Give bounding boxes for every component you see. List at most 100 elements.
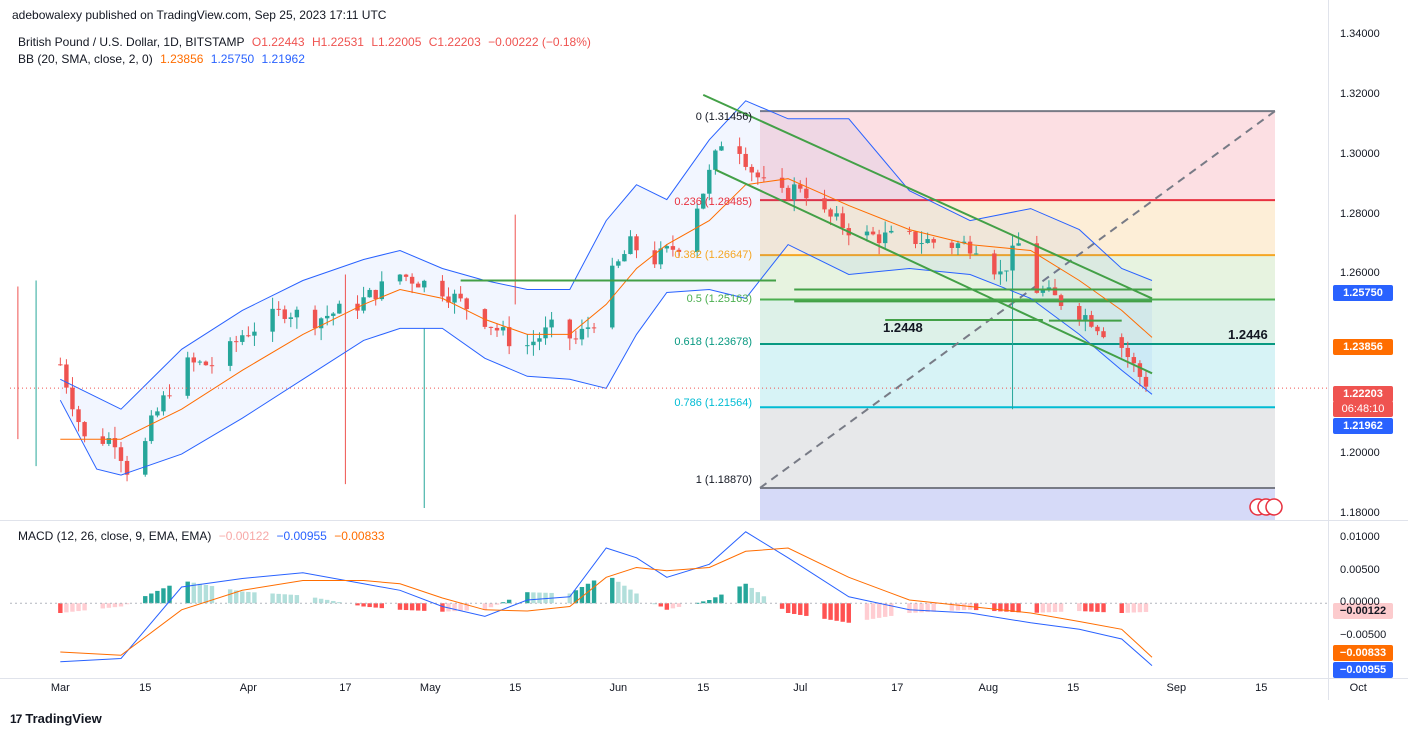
- candle: [1143, 369, 1149, 392]
- candle: [1052, 278, 1058, 296]
- candle-body: [998, 271, 1003, 275]
- time-tick-label: Jul: [793, 682, 808, 694]
- candle: [676, 247, 682, 258]
- macd-hist-bar: [318, 598, 324, 604]
- candle-body: [549, 319, 554, 328]
- candle: [694, 203, 700, 259]
- candle: [919, 231, 924, 254]
- candle-body: [100, 436, 105, 444]
- candle: [1137, 360, 1143, 387]
- candle-body: [707, 169, 712, 194]
- candle-body: [804, 188, 809, 199]
- candle: [227, 337, 233, 372]
- macd-hist-bar: [500, 602, 506, 604]
- macd-hist-bar: [785, 603, 791, 613]
- macd-hist-bar: [209, 586, 215, 604]
- macd-hist-bar: [143, 596, 148, 604]
- candle: [167, 384, 172, 399]
- macd-tag-signal: −0.00833: [1333, 645, 1393, 661]
- macd-hist-bar: [652, 603, 657, 605]
- candle-body: [658, 248, 663, 265]
- candle-body: [761, 177, 767, 179]
- flag-icon: [1249, 498, 1283, 516]
- candle: [446, 287, 451, 308]
- symbol-title: British Pound / U.S. Dollar, 1D, BITSTAM…: [18, 35, 245, 49]
- macd-hist-bar: [949, 603, 955, 611]
- macd-hist-bar: [719, 594, 724, 604]
- bb-upper-line: [60, 100, 1153, 410]
- candle-body: [670, 246, 676, 250]
- candle: [397, 273, 403, 285]
- candle-body: [312, 309, 318, 329]
- bb-lower-value: 1.21962: [261, 52, 305, 66]
- macd-hist-bar: [846, 603, 851, 623]
- price-tag-bb-upper: 1.25750: [1333, 285, 1393, 301]
- candle-body: [440, 280, 445, 297]
- price-tick-label: 1.32000: [1340, 87, 1380, 100]
- candle: [1125, 341, 1130, 368]
- macd-hist-bar: [779, 603, 785, 609]
- candle-body: [203, 361, 209, 366]
- candle-body: [458, 293, 463, 299]
- candle-body: [240, 335, 245, 342]
- candle-body: [161, 395, 166, 412]
- macd-hist-bar: [1052, 603, 1058, 613]
- candle: [191, 352, 196, 372]
- macd-hist-bar: [373, 603, 378, 608]
- candle-body: [379, 281, 384, 300]
- candle-body: [1077, 306, 1082, 320]
- trendline-1: [714, 168, 1153, 375]
- candle-body: [537, 338, 542, 342]
- candle-body: [252, 331, 257, 336]
- level-label-1-2446: 1.2446: [1228, 327, 1268, 342]
- macd-hist-bar: [1143, 603, 1149, 612]
- flag-icon-circle: [1265, 498, 1283, 516]
- candle-body: [798, 184, 803, 189]
- candle: [409, 273, 415, 294]
- macd-hist-bar: [925, 603, 930, 613]
- candle: [58, 357, 63, 366]
- candle: [549, 311, 554, 338]
- candle-body: [1125, 347, 1130, 358]
- macd-histogram: [58, 577, 1149, 623]
- candle-body: [1034, 243, 1040, 293]
- macd-hist-bar: [622, 585, 627, 604]
- candle: [822, 189, 827, 213]
- macd-hist-bar: [506, 599, 512, 604]
- macd-hist-bar: [1095, 603, 1100, 612]
- candle: [701, 193, 706, 210]
- macd-hist-bar: [1083, 603, 1088, 612]
- macd-hist-bar: [694, 602, 700, 604]
- candle: [1016, 232, 1021, 246]
- macd-hist-bar: [294, 595, 300, 604]
- candle: [949, 239, 955, 255]
- candle-body: [882, 232, 888, 244]
- macd-hist-bar: [452, 603, 457, 612]
- macd-line-value: −0.00955: [276, 529, 327, 543]
- candle: [955, 240, 961, 256]
- candle-body: [531, 341, 536, 346]
- macd-signal-value: −0.00833: [334, 529, 385, 543]
- fib-zone-extension: [760, 487, 1275, 520]
- macd-hist-bar: [749, 587, 754, 604]
- macd-hist-bar: [616, 581, 621, 604]
- candle-body: [961, 241, 967, 244]
- candle-body: [907, 230, 912, 232]
- tradingview-brand: TradingView: [25, 711, 102, 726]
- candle-body: [628, 236, 633, 255]
- candle-body: [1101, 331, 1106, 338]
- candle-body: [82, 422, 87, 437]
- macd-hist-bar: [494, 603, 500, 605]
- candle-body: [1052, 287, 1058, 296]
- macd-hist-bar: [1004, 603, 1009, 612]
- candle-body: [713, 150, 718, 170]
- macd-hist-bar: [634, 593, 639, 604]
- macd-tag-hist: −0.00122: [1333, 603, 1393, 619]
- tradingview-logo[interactable]: 17 TradingView: [10, 711, 102, 726]
- candle: [907, 226, 912, 235]
- macd-hist-bar: [446, 603, 451, 612]
- bb-fill: [60, 100, 1152, 476]
- ohlc-open: O1.22443: [251, 35, 305, 49]
- candle-body: [749, 166, 754, 173]
